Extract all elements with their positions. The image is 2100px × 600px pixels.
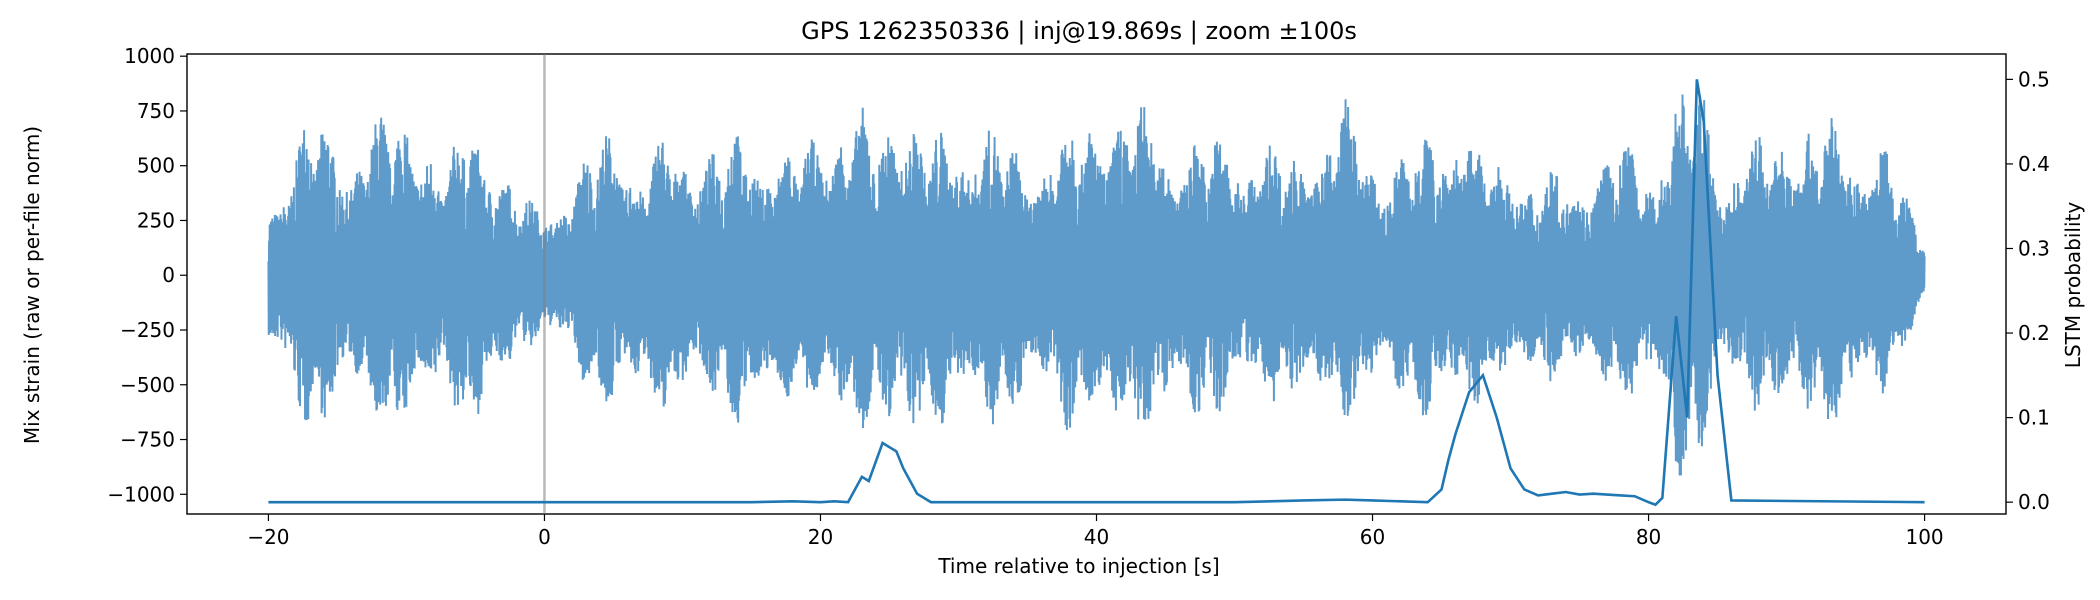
y-left-tick-label: 750	[137, 99, 175, 123]
y-right-tick-label: 0.2	[2018, 321, 2050, 345]
x-tick-label: 20	[808, 525, 833, 549]
x-tick-label: 0	[538, 525, 551, 549]
y-axis-left: 1000 750 500 250 0 −250 −500 −750 −1000	[107, 44, 187, 506]
x-axis: −20 0 20 40 60 80 100	[247, 514, 1944, 549]
y-right-tick-label: 0.3	[2018, 236, 2050, 260]
y-right-tick-label: 0.1	[2018, 406, 2050, 430]
x-tick-label: 40	[1084, 525, 1109, 549]
strain-series	[267, 94, 1926, 476]
plot-area	[186, 53, 2007, 515]
y-left-tick-label: 0	[162, 263, 175, 287]
y-left-tick-label: 1000	[124, 44, 175, 68]
y-axis-right: 0.5 0.4 0.3 0.2 0.1 0.0	[2006, 67, 2050, 514]
y-left-tick-label: 250	[137, 208, 175, 232]
y-left-tick-label: −500	[120, 373, 175, 397]
y-right-tick-label: 0.0	[2018, 490, 2050, 514]
chart-title: GPS 1262350336 | inj@19.869s | zoom ±100…	[801, 17, 1357, 45]
y-right-tick-label: 0.4	[2018, 152, 2050, 176]
strain-line	[267, 94, 1926, 476]
x-tick-label: 60	[1360, 525, 1385, 549]
x-tick-label: −20	[247, 525, 289, 549]
y-right-tick-label: 0.5	[2018, 67, 2050, 91]
y-axis-right-label: LSTM probability	[2061, 202, 2085, 369]
x-axis-label: Time relative to injection [s]	[937, 554, 1219, 578]
x-tick-label: 100	[1905, 525, 1943, 549]
lstm-probability-line	[268, 79, 1925, 507]
y-left-tick-label: −250	[120, 318, 175, 342]
y-axis-left-label: Mix strain (raw or per-file norm)	[20, 126, 44, 444]
y-left-tick-label: −1000	[107, 482, 175, 506]
x-tick-label: 80	[1636, 525, 1661, 549]
y-left-tick-label: 500	[137, 154, 175, 178]
y-left-tick-label: −750	[120, 428, 175, 452]
probability-series	[268, 79, 1925, 507]
